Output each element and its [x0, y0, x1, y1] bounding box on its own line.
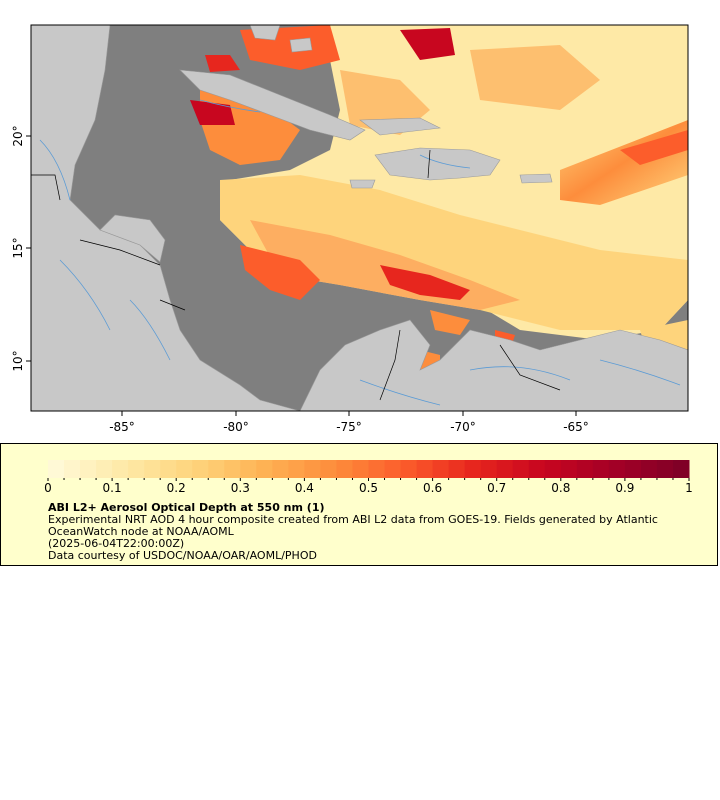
- colorbar-cell: [384, 460, 402, 478]
- colorbar-label: 0.9: [615, 481, 634, 495]
- colorbar-label: 0.2: [167, 481, 186, 495]
- colorbar-cell: [480, 460, 498, 478]
- colorbar-cell: [272, 460, 289, 478]
- colorbar-label: 0.5: [359, 481, 378, 495]
- colorbar-cell: [112, 460, 129, 478]
- colorbar-cell: [544, 460, 562, 478]
- colorbar-cell: [368, 460, 386, 478]
- lon-tick-label: -70°: [450, 420, 476, 434]
- colorbar-cell: [240, 460, 257, 478]
- colorbar-cell: [128, 460, 145, 478]
- colorbar-cell: [400, 460, 418, 478]
- colorbar-cell: [144, 460, 161, 478]
- lon-tick-label: -65°: [563, 420, 589, 434]
- colorbar-cell: [640, 460, 658, 478]
- colorbar-cell: [224, 460, 241, 478]
- rivers: [39, 99, 681, 406]
- colorbar-cells: [48, 460, 690, 478]
- colorbar-cell: [576, 460, 594, 478]
- colorbar-cell: [448, 460, 466, 478]
- colorbar-cell: [208, 460, 225, 478]
- land-south-america: [299, 319, 688, 411]
- land-hispaniola: [374, 147, 501, 181]
- colorbar-cell: [176, 460, 193, 478]
- land-jamaica: [349, 179, 376, 189]
- colorbar-cell: [64, 460, 81, 478]
- colorbar-label: 0.3: [231, 481, 250, 495]
- legend-panel: 0 0.1 0.2 0.3 0.4 0.5 0.6 0.7 0.8 0.9 1 ABI L2+ Ae…: [0, 443, 718, 566]
- colorbar-label: 1: [685, 481, 693, 495]
- lat-tick-label: 20°: [11, 125, 25, 146]
- land-puerto-rico: [519, 173, 553, 184]
- colorbar-cell: [320, 460, 337, 478]
- colorbar-cell: [416, 460, 434, 478]
- colorbar: 0 0.1 0.2 0.3 0.4 0.5 0.6 0.7 0.8 0.9 1: [44, 460, 693, 495]
- colorbar-cell: [288, 460, 305, 478]
- lon-tick-label: -75°: [336, 420, 362, 434]
- land-florida: [249, 25, 281, 41]
- land-bahamas-east: [359, 117, 442, 136]
- colorbar-cell: [304, 460, 321, 478]
- colorbar-label: 0: [44, 481, 52, 495]
- legend-title: ABI L2+ Aerosol Optical Depth at 550 nm …: [48, 501, 325, 514]
- colorbar-cell: [592, 460, 610, 478]
- colorbar-label: 0.7: [487, 481, 506, 495]
- lon-tick-label: -85°: [109, 420, 135, 434]
- colorbar-label: 0.6: [423, 481, 442, 495]
- colorbar-cell: [192, 460, 209, 478]
- colorbar-cell: [336, 460, 353, 478]
- lat-tick-label: 15°: [11, 237, 25, 258]
- land-bahamas: [289, 37, 313, 53]
- lat-axis: 10° 15° 20°: [11, 125, 31, 372]
- colorbar-cell: [496, 460, 514, 478]
- lon-axis: -85° -80° -75° -70° -65°: [109, 411, 589, 434]
- land-cuba: [179, 69, 366, 141]
- colorbar-cell: [48, 460, 65, 478]
- colorbar-cell: [672, 460, 690, 478]
- map-plot: -85° -80° -75° -70° -65° 10° 15° 20°: [11, 24, 689, 434]
- colorbar-cell: [512, 460, 530, 478]
- colorbar-cell: [528, 460, 546, 478]
- legend-description: Experimental NRT AOD 4 hour composite cr…: [48, 513, 658, 538]
- colorbar-label: 0.1: [103, 481, 122, 495]
- lon-tick-label: -80°: [223, 420, 249, 434]
- land-yucatan: [99, 214, 166, 263]
- land-masses: [31, 25, 688, 411]
- colorbar-cell: [560, 460, 578, 478]
- colorbar-label: 0.4: [295, 481, 314, 495]
- colorbar-cell: [624, 460, 642, 478]
- colorbar-labels: 0 0.1 0.2 0.3 0.4 0.5 0.6 0.7 0.8 0.9 1: [44, 481, 693, 495]
- colorbar-cell: [656, 460, 674, 478]
- colorbar-cell: [464, 460, 482, 478]
- colorbar-cell: [352, 460, 369, 478]
- colorbar-cell: [160, 460, 177, 478]
- country-borders: [31, 149, 561, 401]
- colorbar-cell: [608, 460, 626, 478]
- colorbar-cell: [256, 460, 273, 478]
- colorbar-ticks: [47, 478, 690, 481]
- colorbar-cell: [80, 460, 97, 478]
- colorbar-cell: [432, 460, 450, 478]
- map-frame: [30, 24, 689, 412]
- lat-tick-label: 10°: [11, 350, 25, 371]
- legend-credit: Data courtesy of USDOC/NOAA/OAR/AOML/PHO…: [48, 549, 317, 562]
- legend-time: (2025-06-04T22:00:00Z): [48, 537, 185, 550]
- colorbar-cell: [96, 460, 113, 478]
- colorbar-label: 0.8: [551, 481, 570, 495]
